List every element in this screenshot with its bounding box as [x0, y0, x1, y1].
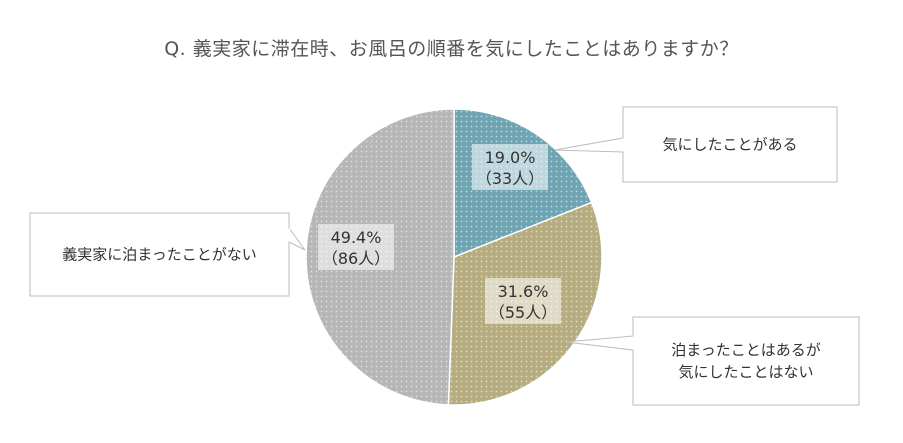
legend-label: 気にしたことがある: [662, 136, 797, 154]
callout-pointer: [288, 226, 306, 251]
callout-pointer: [554, 137, 624, 153]
legend-label: 気にしたことはない: [678, 363, 813, 381]
percent-label: 31.6%: [498, 282, 549, 301]
percent-label: 19.0%: [485, 148, 536, 167]
value-label-bg: [472, 144, 548, 190]
count-label: （33人）: [476, 169, 544, 188]
chart-title: Q. 義実家に滞在時、お風呂の順番を気にしたことはありますか？: [164, 38, 739, 60]
callout-box: [29, 212, 290, 297]
legend-label: 義実家に泊まったことがない: [62, 246, 256, 264]
callout-box: [632, 316, 860, 406]
count-label: （86人）: [322, 249, 390, 268]
value-label-bg: [485, 278, 561, 324]
count-label: （55人）: [489, 303, 557, 322]
percent-label: 49.4%: [331, 228, 382, 247]
legend-label: 泊まったことはあるが: [671, 341, 820, 359]
callout-box: [622, 106, 838, 183]
value-label-bg: [318, 224, 394, 270]
